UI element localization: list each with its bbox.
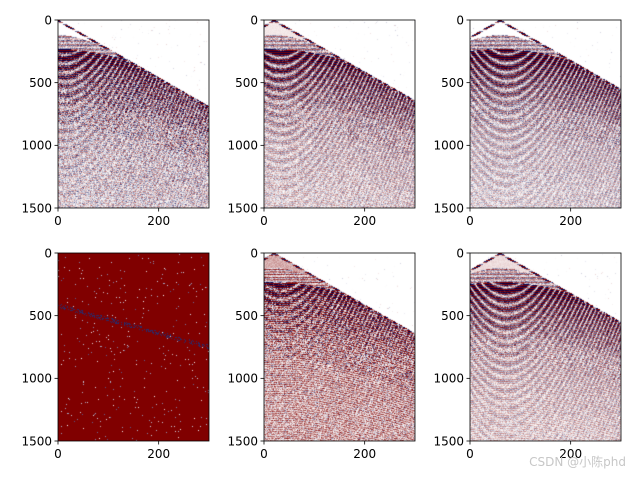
y-tick-label: 500 xyxy=(29,76,52,90)
subplot-p3: 0 200 0 500 1000 1500 xyxy=(433,13,622,228)
axes-frame xyxy=(263,252,416,442)
y-tick-label: 1500 xyxy=(227,201,258,215)
y-tick-label: 500 xyxy=(235,76,258,90)
heatmap-image xyxy=(264,20,415,208)
subplot-p5: 0 200 0 500 1000 1500 xyxy=(227,246,416,461)
x-tick-label: 200 xyxy=(147,214,170,228)
y-tick-label: 0 xyxy=(250,246,258,260)
y-tick-label: 1000 xyxy=(227,139,258,153)
subplot-p1: 0 200 0 500 1000 1500 xyxy=(21,13,210,228)
axes-frame xyxy=(469,19,622,209)
axes-frame xyxy=(57,252,210,442)
y-tick-label: 1000 xyxy=(21,139,52,153)
subplot-p4: 0 200 0 500 1000 1500 xyxy=(21,246,210,461)
y-tick-label: 1500 xyxy=(21,201,52,215)
y-tick-label: 0 xyxy=(456,246,464,260)
x-tick-label: 0 xyxy=(54,447,62,461)
heatmap-image xyxy=(470,20,621,208)
y-tick-label: 500 xyxy=(441,309,464,323)
x-tick-label: 0 xyxy=(260,447,268,461)
heatmap-image xyxy=(264,253,415,441)
x-tick-label: 200 xyxy=(353,447,376,461)
heatmap-image xyxy=(58,253,209,441)
x-tick-label: 200 xyxy=(559,447,582,461)
x-tick-label: 0 xyxy=(466,447,474,461)
y-tick-label: 1500 xyxy=(227,434,258,448)
y-tick-label: 0 xyxy=(250,13,258,27)
axes-frame xyxy=(263,19,416,209)
x-tick-label: 200 xyxy=(559,214,582,228)
y-tick-label: 1500 xyxy=(433,434,464,448)
y-tick-label: 1000 xyxy=(21,372,52,386)
y-tick-label: 500 xyxy=(441,76,464,90)
axes-frame xyxy=(469,252,622,442)
y-tick-label: 0 xyxy=(456,13,464,27)
axes-frame xyxy=(57,19,210,209)
y-tick-label: 1000 xyxy=(433,139,464,153)
x-tick-label: 0 xyxy=(260,214,268,228)
y-tick-label: 1000 xyxy=(433,372,464,386)
y-tick-label: 1500 xyxy=(433,201,464,215)
y-tick-label: 0 xyxy=(44,246,52,260)
x-tick-label: 0 xyxy=(466,214,474,228)
y-tick-label: 500 xyxy=(235,309,258,323)
y-tick-label: 500 xyxy=(29,309,52,323)
watermark: CSDN @小陈phd xyxy=(529,455,626,469)
x-tick-label: 200 xyxy=(147,447,170,461)
x-tick-label: 200 xyxy=(353,214,376,228)
subplot-p2: 0 200 0 500 1000 1500 xyxy=(227,13,416,228)
subplot-p6: 0 200 0 500 1000 1500 xyxy=(433,246,622,461)
y-tick-label: 1000 xyxy=(227,372,258,386)
x-tick-label: 0 xyxy=(54,214,62,228)
heatmap-image xyxy=(470,253,621,441)
heatmap-image xyxy=(58,20,209,208)
y-tick-label: 0 xyxy=(44,13,52,27)
y-tick-label: 1500 xyxy=(21,434,52,448)
